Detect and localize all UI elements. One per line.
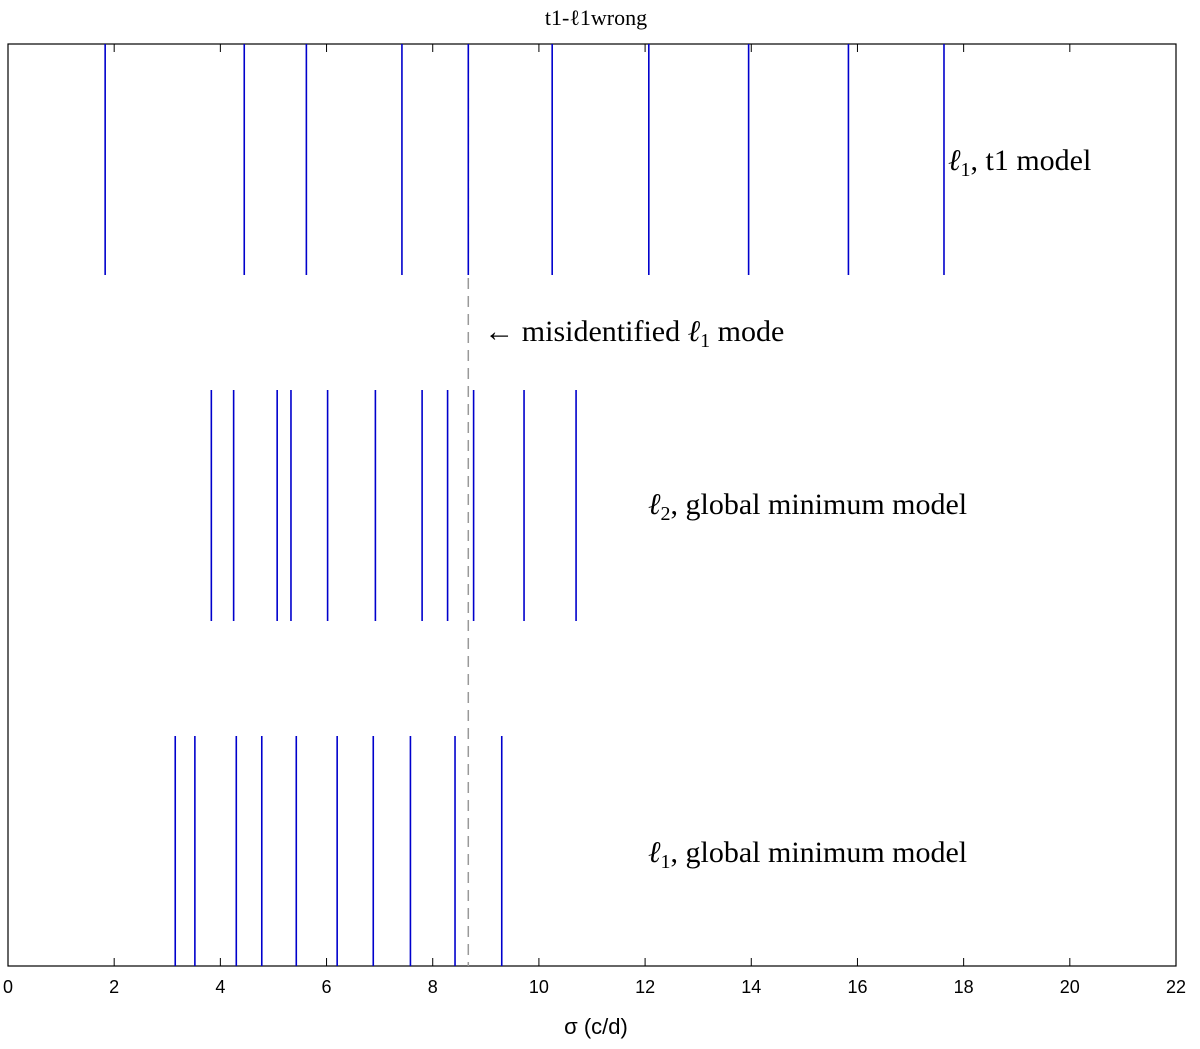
- x-tick-label: 20: [1060, 977, 1080, 997]
- frequency-event-lines: [104, 44, 945, 966]
- x-tick-label: 18: [954, 977, 974, 997]
- row-label: ℓ1, global minimum model: [648, 836, 967, 873]
- chart-title: t1-ℓ1wrong: [545, 5, 647, 30]
- x-axis-label: σ (c/d): [564, 1014, 628, 1039]
- x-tick-label: 12: [635, 977, 655, 997]
- x-tick-label: 2: [109, 977, 119, 997]
- x-tick-label: 14: [741, 977, 761, 997]
- x-axis-tick-labels: 0 2 4 6 8 10 12 14 16 18 20 22: [3, 977, 1186, 997]
- misidentified-mode-annotation: ← misidentified ℓ1 mode: [484, 315, 784, 352]
- row-label: ℓ1, t1 model: [948, 144, 1091, 181]
- x-tick-label: 4: [215, 977, 225, 997]
- plot-frame: [7, 43, 1177, 967]
- x-tick-label: 16: [847, 977, 867, 997]
- x-tick-label: 0: [3, 977, 13, 997]
- row-labels: ℓ1, t1 model ℓ2, global minimum model ℓ1, …: [648, 144, 1091, 873]
- x-tick-label: 8: [428, 977, 438, 997]
- row-label: ℓ2, global minimum model: [648, 488, 967, 525]
- x-axis-ticks: [7, 44, 1177, 966]
- x-tick-label: 6: [322, 977, 332, 997]
- x-tick-label: 22: [1166, 977, 1186, 997]
- x-tick-label: 10: [529, 977, 549, 997]
